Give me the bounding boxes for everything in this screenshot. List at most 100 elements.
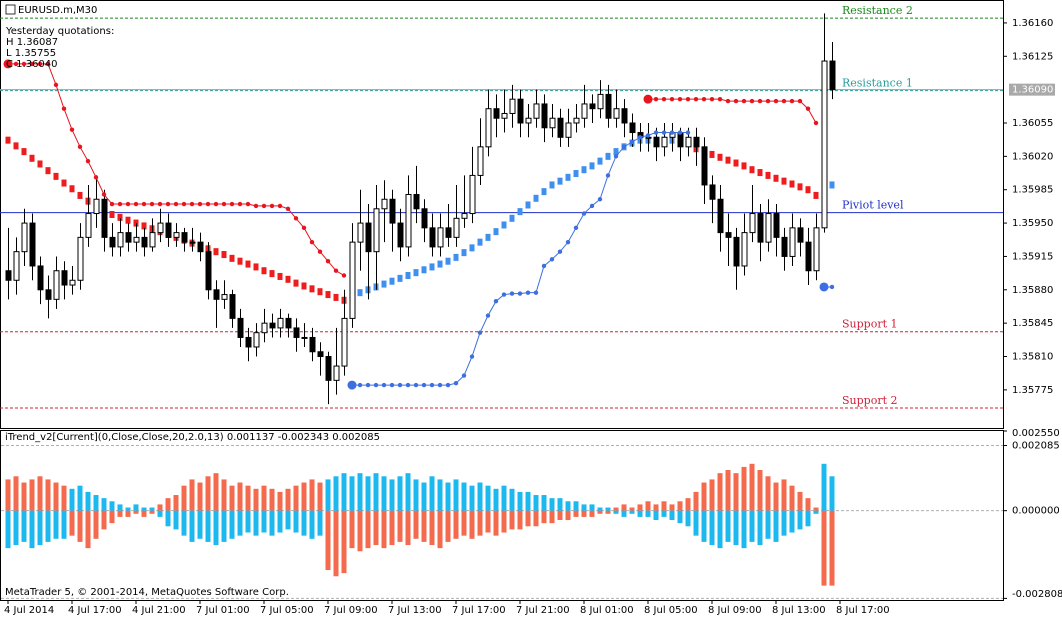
y-tick-label: 1.36125 [1012,51,1053,62]
candle-body [789,227,796,257]
candle-body [53,270,60,300]
candle-body [261,322,268,334]
x-tick-label: 7 Jul 05:00 [260,605,314,616]
histogram-bar [557,498,563,511]
candle-body [85,213,92,238]
candle-body [565,122,572,138]
band-mark [461,249,467,257]
trend-dot [829,284,835,290]
candle-body [597,93,604,110]
trend-dot [437,382,443,388]
candle-body [389,198,396,224]
histogram-bar [213,473,219,511]
x-tick-label: 7 Jul 13:00 [388,605,442,616]
histogram-bar [205,510,211,542]
x-tick-label: 4 Jul 17:00 [68,605,122,616]
histogram-bar [533,510,539,527]
candle-body [517,98,524,124]
level-label: Resistance 1 [842,77,913,90]
band-mark [45,167,51,175]
histogram-bar [125,510,131,517]
histogram-bar [229,485,235,511]
histogram-bar [485,510,491,533]
trend-dot [205,201,211,207]
histogram-bar [813,507,819,511]
candle-body [285,317,292,329]
trend-dot [149,201,155,207]
candle-body [717,198,724,234]
histogram-bar [413,479,419,511]
candle-body [557,117,564,138]
level-label: Piviot level [842,199,904,212]
histogram-bar [581,504,587,511]
candle-body [109,236,116,248]
histogram-bar [109,510,115,524]
histogram-bar [469,485,475,511]
candle-body [781,236,788,257]
histogram-bar [725,510,731,542]
band-mark [829,181,835,189]
candle-body [205,251,212,291]
histogram-bar [829,476,835,511]
band-mark [333,293,339,301]
histogram-bar [741,510,747,549]
trend-dot [189,201,195,207]
candle-body [373,208,380,253]
histogram-bar [501,510,507,533]
histogram-bar [709,479,715,511]
y-tick-label: 1.36055 [1012,118,1053,129]
histogram-bar [229,510,235,539]
histogram-bar [693,491,699,511]
histogram-bar [605,507,611,511]
histogram-bar [381,510,387,549]
trend-dot [819,282,829,292]
trend-dot [269,203,275,209]
histogram-bar [269,510,275,536]
trend-dot [285,206,291,211]
histogram-bar [61,510,67,539]
band-mark [389,277,395,285]
band-mark [789,180,795,188]
histogram-bar [773,482,779,511]
band-mark [269,270,275,278]
band-mark [277,272,283,280]
band-mark [429,263,435,271]
histogram-bar [357,473,363,511]
band-mark [565,173,571,181]
histogram-bar [317,510,323,536]
histogram-bar [357,510,363,552]
histogram-bar [661,501,667,511]
trend-dot [653,96,659,102]
trend-dot [589,203,595,209]
candle-body [805,241,812,272]
histogram-bar [829,510,835,586]
candle-body [485,108,492,148]
histogram-bar [261,510,267,533]
histogram-bar [405,510,411,546]
histogram-bar [77,485,83,511]
band-mark [125,216,131,224]
band-mark [501,221,507,229]
candle-body [765,213,772,243]
band-mark [525,201,531,209]
band-mark [757,169,763,177]
band-mark [285,275,291,283]
trend-dot [597,197,603,202]
histogram-bar [85,491,91,511]
histogram-bar [245,485,251,511]
histogram-bar [293,510,299,533]
back-layer [0,17,1003,599]
candle-body [5,270,12,281]
histogram-bar [181,510,187,536]
histogram-bar [333,476,339,511]
trend-dot [645,133,651,138]
trend-dot [13,61,19,67]
trend-dot [101,192,107,197]
histogram-bar [517,491,523,511]
histogram-bar [565,501,571,511]
trend-dot [461,373,467,378]
band-mark [421,266,427,274]
trend-dot [773,98,779,104]
histogram-bar [269,488,275,511]
trend-dot [109,201,115,207]
